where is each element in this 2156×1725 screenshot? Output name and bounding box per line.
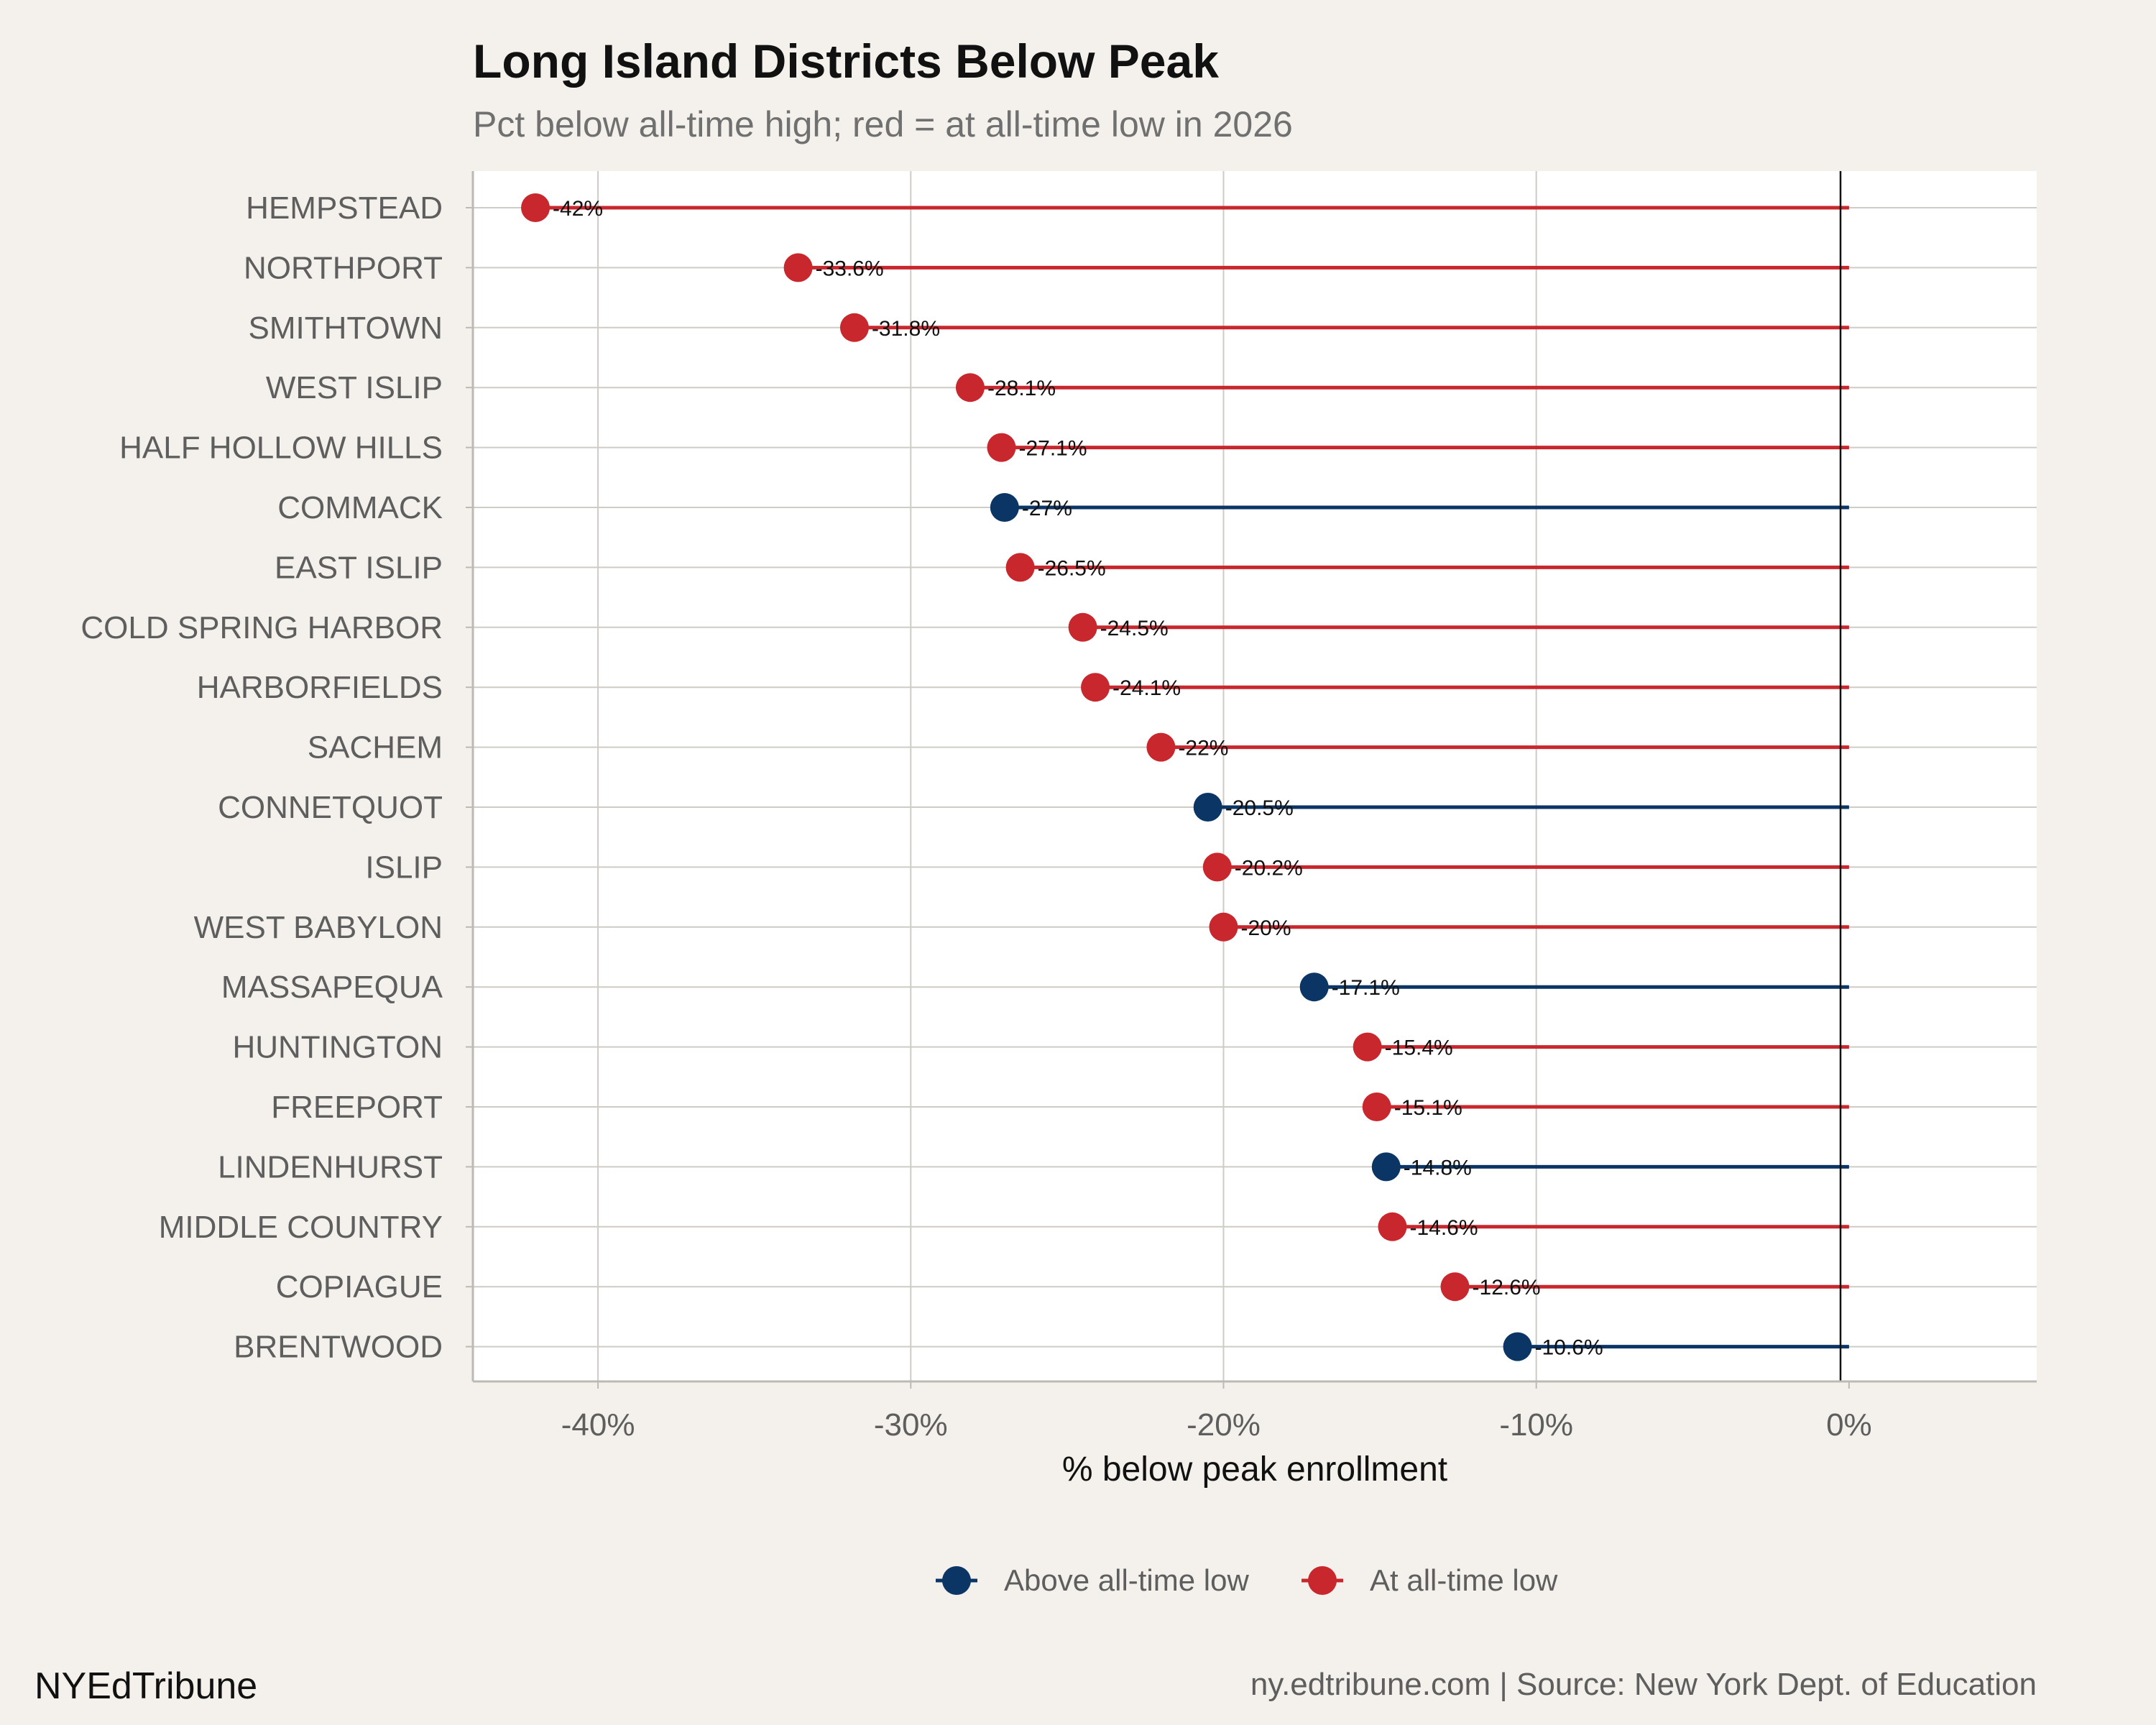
axes (471, 171, 2037, 1383)
y-axis-label: BRENTWOOD (234, 1330, 443, 1365)
data-label: -31.8% (872, 317, 940, 341)
y-axis-label: ISLIP (365, 850, 443, 885)
y-axis-label: EAST ISLIP (275, 550, 443, 585)
y-axis-label: MASSAPEQUA (221, 970, 443, 1005)
y-axis-labels: HEMPSTEAD NORTHPORT SMITHTOWN WEST ISLIP HAL… (80, 190, 443, 1365)
legend-key-dot (942, 1566, 971, 1595)
legend-label: At all-time low (1370, 1563, 1558, 1597)
lollipop-dot (1362, 1092, 1391, 1121)
lollipop-dot (1371, 1152, 1401, 1182)
data-label: -12.6% (1473, 1276, 1541, 1300)
x-tick-label: 0% (1826, 1407, 1872, 1443)
y-axis-label: HALF HOLLOW HILLS (119, 431, 443, 466)
y-axis-label: SACHEM (308, 730, 443, 765)
data-label: -26.5% (1038, 556, 1106, 580)
y-axis-label: HUNTINGTON (232, 1030, 443, 1065)
y-axis-label: COLD SPRING HARBOR (80, 610, 443, 645)
brand-logo-text: NYEdTribune (34, 1665, 257, 1707)
data-label: -33.6% (816, 257, 884, 280)
chart-title: Long Island Districts Below Peak (473, 34, 1219, 88)
y-axis-label: NORTHPORT (244, 250, 443, 285)
lollipop-dot (1353, 1032, 1382, 1062)
lollipop-dot (955, 373, 985, 402)
x-tick-label: -20% (1187, 1407, 1261, 1443)
lollipop-dot (987, 433, 1016, 462)
lollipop-dot (1146, 732, 1176, 762)
y-axis-label: FREEPORT (271, 1090, 443, 1125)
data-label: -27.1% (1018, 437, 1087, 461)
y-axis-label: LINDENHURST (218, 1149, 443, 1184)
legend-item-above-low: Above all-time low (936, 1563, 1249, 1597)
plot-panel (473, 171, 2037, 1381)
legend-item-at-low: At all-time low (1302, 1563, 1558, 1597)
y-axis-label: COMMACK (277, 490, 443, 525)
data-label: -14.8% (1404, 1156, 1472, 1179)
lollipop-dot (1440, 1272, 1470, 1302)
x-axis-ticks: -40% -30% -20% -10% 0% (466, 207, 1872, 1443)
x-axis-title: % below peak enrollment (1062, 1450, 1447, 1489)
data-label: -15.4% (1385, 1036, 1453, 1060)
data-label: -17.1% (1332, 976, 1400, 1000)
data-labels: -42% -33.6% -31.8% -28.1% -27.1% -27% -26.5% -2… (553, 197, 1603, 1360)
lollipop-points (521, 193, 1532, 1361)
y-axis-label: MIDDLE COUNTRY (159, 1210, 443, 1245)
lollipop-dot (1209, 912, 1238, 942)
y-axis-label: WEST ISLIP (266, 370, 443, 405)
data-label: -20% (1240, 916, 1291, 940)
y-axis-label: COPIAGUE (276, 1269, 443, 1305)
x-tick-label: -30% (874, 1407, 948, 1443)
data-label: -15.1% (1394, 1096, 1462, 1120)
y-axis-label: SMITHTOWN (249, 310, 443, 346)
data-label: -28.1% (987, 377, 1056, 400)
legend-label: Above all-time low (1004, 1563, 1249, 1597)
lollipop-dot (521, 193, 550, 222)
data-label: -42% (553, 197, 603, 221)
lollipop-dot (1299, 972, 1329, 1002)
lollipop-dot (1378, 1212, 1407, 1241)
lollipop-dot (1202, 852, 1232, 882)
data-label: -24.1% (1112, 676, 1181, 700)
legend: Above all-time low At all-time low (936, 1563, 1558, 1597)
data-label: -20.5% (1225, 796, 1294, 820)
y-axis-label: HEMPSTEAD (246, 190, 443, 226)
lollipop-dot (1005, 553, 1035, 582)
x-tick-label: -40% (561, 1407, 635, 1443)
data-label: -22% (1178, 737, 1228, 760)
data-label: -24.5% (1100, 617, 1169, 640)
legend-key-dot (1308, 1566, 1337, 1595)
lollipop-dot (783, 253, 813, 282)
y-axis-label: WEST BABYLON (194, 910, 443, 945)
data-label: -27% (1022, 497, 1072, 520)
data-label: -20.2% (1235, 856, 1303, 880)
lollipop-dot (1081, 673, 1110, 702)
lollipop-stems (535, 206, 1849, 1349)
lollipop-dot (990, 493, 1019, 522)
source-credit: ny.edtribune.com | Source: New York Dept… (1250, 1667, 2037, 1702)
lollipop-dot (839, 313, 869, 342)
chart-subtitle: Pct below all-time high; red = at all-ti… (473, 104, 1293, 144)
y-axis-label: CONNETQUOT (218, 790, 443, 825)
y-axis-label: HARBORFIELDS (197, 670, 443, 705)
lollipop-dot (1503, 1332, 1532, 1361)
data-label: -10.6% (1535, 1336, 1603, 1360)
x-tick-label: -10% (1499, 1407, 1573, 1443)
lollipop-dot (1193, 793, 1222, 822)
lollipop-dot (1068, 612, 1097, 642)
data-label: -14.6% (1409, 1216, 1478, 1240)
